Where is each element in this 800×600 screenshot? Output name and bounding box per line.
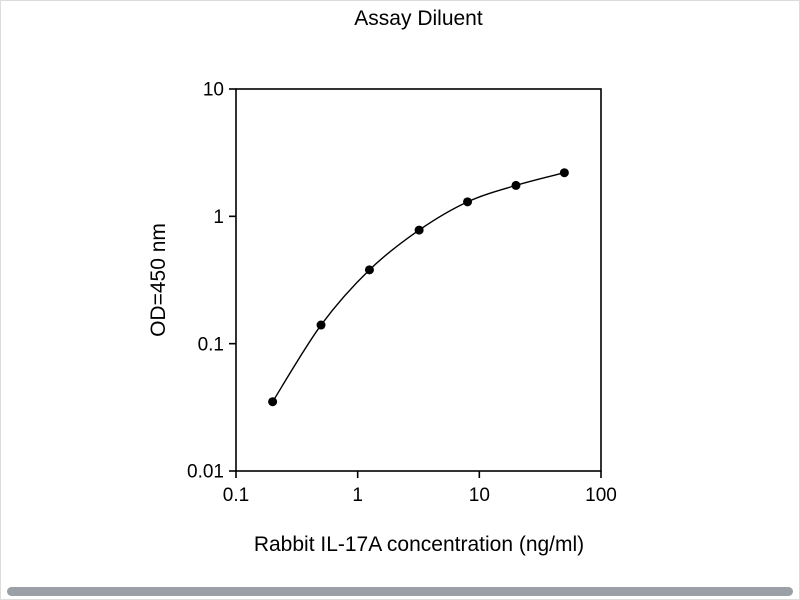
data-point-marker xyxy=(511,180,521,190)
x-tick-label: 1 xyxy=(352,485,363,506)
data-point-marker xyxy=(559,168,569,178)
data-point-marker xyxy=(316,320,326,330)
plot-frame xyxy=(235,88,602,472)
data-point-marker xyxy=(268,397,278,407)
x-axis-label: Rabbit IL-17A concentration (ng/ml) xyxy=(253,533,585,556)
y-tick-label: 0.1 xyxy=(198,334,224,355)
data-point-marker xyxy=(364,265,374,275)
chart-title: Assay Diluent xyxy=(354,7,483,30)
curve-line xyxy=(272,172,565,403)
x-tick-label: 0.1 xyxy=(223,485,249,506)
y-tick-label: 0.01 xyxy=(187,462,224,483)
x-tick-label: 100 xyxy=(585,485,617,506)
y-tick-label: 10 xyxy=(203,80,224,101)
horizontal-scrollbar[interactable] xyxy=(7,587,793,596)
data-point-marker xyxy=(463,197,473,207)
data-point-marker xyxy=(414,225,424,235)
y-tick-label: 1 xyxy=(213,207,224,228)
x-tick-label: 10 xyxy=(469,485,490,506)
